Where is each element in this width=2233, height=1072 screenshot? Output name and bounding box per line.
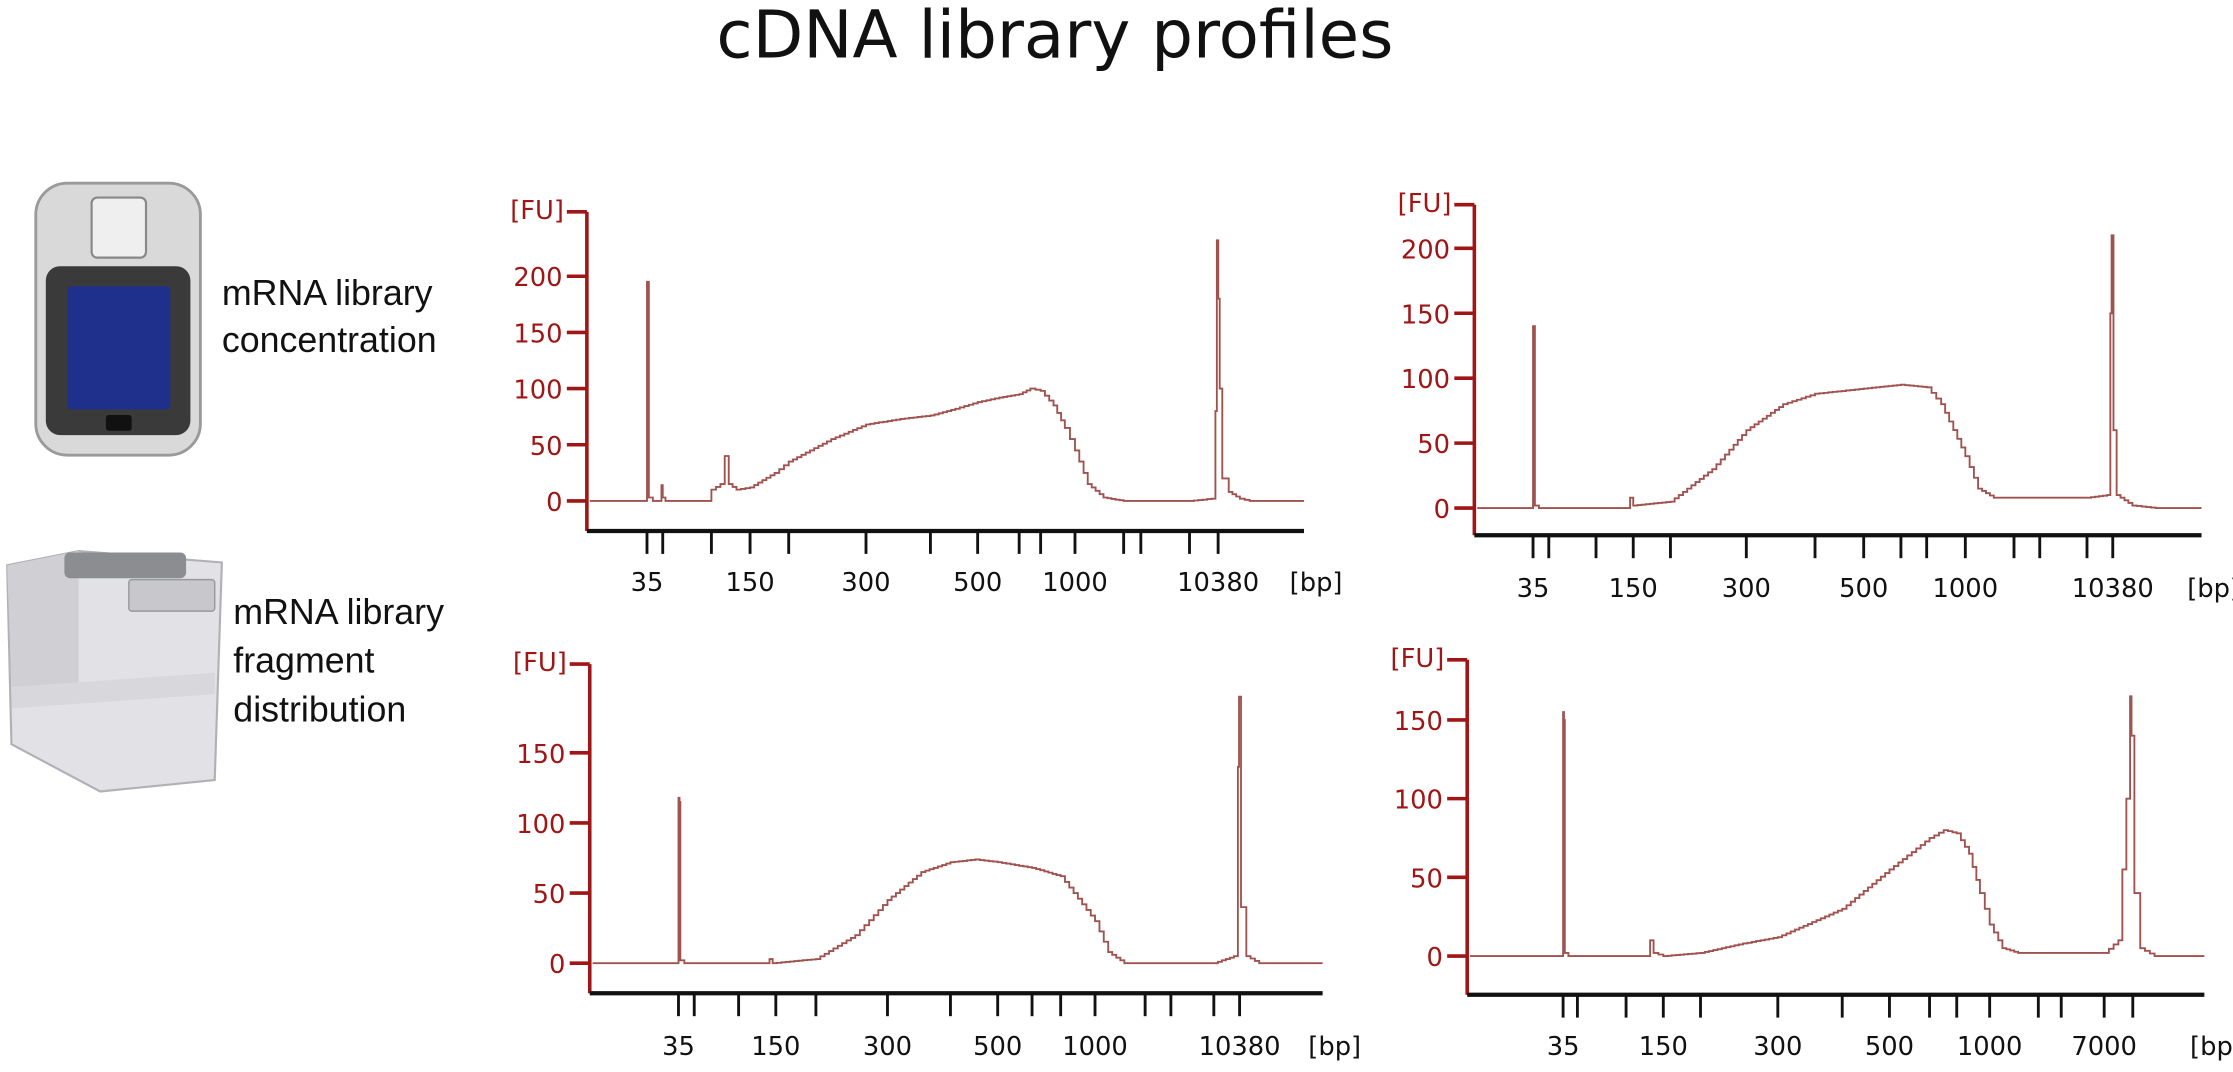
y-tick-label: 50 — [533, 880, 566, 910]
fragment-label-line2: fragment — [233, 641, 374, 681]
y-tick-label: 100 — [516, 810, 565, 840]
x-tick-label: 35 — [1547, 1032, 1580, 1062]
y-tick-label: 50 — [530, 432, 563, 462]
y-tick-label: 0 — [1434, 495, 1450, 525]
x-tick-label: 300 — [841, 568, 890, 598]
x-tick-label: 500 — [973, 1032, 1022, 1062]
y-tick-label: 150 — [513, 319, 562, 349]
chart-panel-4: [FU] 0 50 100 150 35 150 300 500 1000 7000 [bp] — [1391, 644, 2233, 1062]
chart-panel-1: [FU] 0 50 100 150 200 35 150 300 500 1000 10380 [bp] — [510, 196, 1342, 598]
y-tick-label: 0 — [1426, 943, 1442, 973]
x-tick-label: 1000 — [1042, 568, 1108, 598]
y-axis-unit-label: [FU] — [1398, 189, 1452, 219]
y-tick-label: 50 — [1410, 864, 1443, 894]
y-tick-label: 100 — [1401, 365, 1450, 395]
concentration-label-line2: concentration — [222, 320, 437, 360]
x-axis-unit-label: [bp] — [1290, 568, 1343, 598]
x-tick-label: 150 — [725, 568, 774, 598]
fragment-label-line3: distribution — [233, 689, 406, 729]
x-tick-label: 300 — [1722, 574, 1771, 604]
y-tick-label: 150 — [1394, 707, 1443, 737]
x-axis-unit-label: [bp] — [2187, 574, 2233, 604]
x-axis-unit-label: [bp] — [1308, 1032, 1361, 1062]
x-tick-label: 7000 — [2071, 1032, 2137, 1062]
x-tick-label: 150 — [751, 1032, 800, 1062]
x-tick-label: 1000 — [1957, 1032, 2023, 1062]
x-tick-label: 500 — [1865, 1032, 1914, 1062]
y-tick-label: 150 — [516, 740, 565, 770]
y-tick-label: 100 — [1394, 786, 1443, 816]
y-tick-label: 200 — [513, 263, 562, 293]
y-tick-label: 100 — [513, 376, 562, 406]
electropherogram-trace — [1470, 695, 2205, 957]
electropherogram-trace — [1477, 234, 2202, 510]
x-tick-label: 500 — [1839, 574, 1888, 604]
x-tick-label: 10380 — [2072, 574, 2154, 604]
y-axis-unit-label: [FU] — [510, 196, 564, 226]
x-tick-label: 150 — [1609, 574, 1658, 604]
fragment-label-line1: mRNA library — [233, 592, 444, 632]
electropherogram-trace — [592, 695, 1323, 965]
y-tick-label: 150 — [1401, 300, 1450, 330]
x-tick-label: 1000 — [1062, 1032, 1128, 1062]
y-tick-label: 0 — [546, 488, 562, 518]
x-tick-label: 35 — [662, 1032, 695, 1062]
electropherogram-trace — [589, 239, 1305, 502]
bioanalyzer-instrument-icon — [6, 549, 223, 793]
x-axis-unit-label: [bp] — [2190, 1032, 2233, 1062]
figure-title: cDNA library profiles — [716, 0, 1393, 73]
x-tick-label: 300 — [1753, 1032, 1802, 1062]
chart-panel-3: [FU] 0 50 100 150 35 150 300 500 1000 10380 [bp] — [513, 648, 1361, 1062]
chart-panel-2: [FU] 0 50 100 150 200 35 150 300 500 1000 10380 [bp] — [1398, 189, 2233, 604]
y-axis-unit-label: [FU] — [513, 648, 567, 678]
x-tick-label: 1000 — [1933, 574, 1999, 604]
fluorometer-device-icon — [34, 181, 202, 457]
x-tick-label: 300 — [863, 1032, 912, 1062]
x-tick-label: 10380 — [1199, 1032, 1281, 1062]
y-tick-label: 0 — [549, 950, 565, 980]
x-tick-label: 10380 — [1177, 568, 1259, 598]
x-tick-label: 35 — [1517, 574, 1550, 604]
concentration-label-line1: mRNA library — [222, 273, 433, 313]
y-axis-unit-label: [FU] — [1391, 644, 1445, 674]
x-tick-label: 150 — [1639, 1032, 1688, 1062]
y-tick-label: 50 — [1417, 430, 1450, 460]
x-tick-label: 35 — [631, 568, 664, 598]
y-tick-label: 200 — [1401, 235, 1450, 265]
x-tick-label: 500 — [953, 568, 1002, 598]
